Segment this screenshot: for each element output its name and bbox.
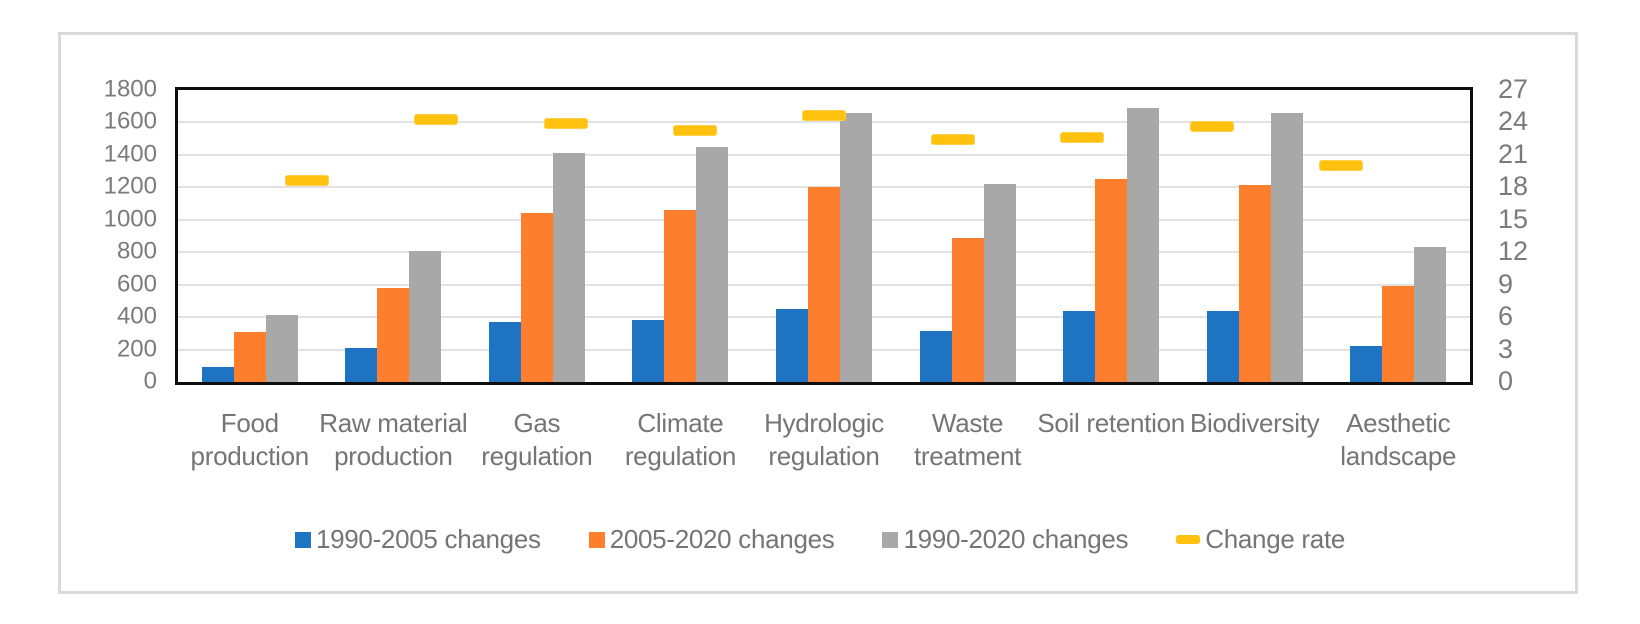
y-axis-right-tick-label: 6 bbox=[1498, 301, 1514, 332]
bar-2005-2020-changes bbox=[664, 210, 697, 382]
category-label: Aesthetic landscape bbox=[1340, 408, 1457, 471]
category-label: Climate regulation bbox=[624, 408, 737, 471]
category-label: Gas regulation bbox=[481, 408, 593, 471]
bar-1990-2005-changes bbox=[201, 366, 234, 382]
legend-swatch-icon bbox=[882, 531, 899, 548]
legend-item: 1990-2005 changes bbox=[294, 524, 541, 555]
bar-1990-2020-changes bbox=[1127, 107, 1160, 382]
y-axis-right-tick-label: 18 bbox=[1498, 171, 1529, 202]
y-axis-left-tick-label: 1200 bbox=[103, 172, 157, 200]
y-axis-left-tick-label: 1600 bbox=[103, 107, 157, 135]
y-axis-left-tick-label: 800 bbox=[116, 237, 157, 265]
y-axis-left-tick-label: 1800 bbox=[103, 75, 157, 103]
legend-dash-icon bbox=[1176, 535, 1201, 544]
bar-2005-2020-changes bbox=[520, 213, 553, 382]
y-axis-right-tick-label: 3 bbox=[1498, 333, 1514, 364]
bar-2005-2020-changes bbox=[1382, 285, 1415, 382]
legend-label: 2005-2020 changes bbox=[609, 524, 835, 554]
bar-2005-2020-changes bbox=[377, 287, 410, 382]
legend-label: 1990-2020 changes bbox=[903, 524, 1129, 554]
y-axis-right-tick-label: 12 bbox=[1498, 236, 1529, 267]
change-rate-dash-marker bbox=[802, 110, 846, 122]
category-label: Hydrologic regulation bbox=[764, 408, 884, 471]
bar-1990-2020-changes bbox=[983, 184, 1016, 382]
category-label: Waste treatment bbox=[913, 408, 1022, 471]
category-label: Soil retention bbox=[1037, 408, 1185, 438]
bar-2005-2020-changes bbox=[808, 187, 840, 382]
legend-swatch-icon bbox=[588, 531, 605, 548]
bar-1990-2020-changes bbox=[265, 314, 298, 382]
plot-area bbox=[175, 87, 1473, 385]
bar-1990-2020-changes bbox=[1270, 112, 1303, 382]
bar-2005-2020-changes bbox=[1095, 179, 1128, 382]
y-axis-right-tick-label: 9 bbox=[1498, 268, 1514, 299]
category-label: Raw material production bbox=[319, 408, 468, 471]
legend-item: Change rate bbox=[1176, 524, 1345, 555]
y-axis-left-tick-label: 200 bbox=[116, 335, 157, 363]
legend-item: 2005-2020 changes bbox=[588, 524, 835, 555]
change-rate-dash-marker bbox=[414, 113, 459, 125]
category-label: Food production bbox=[190, 408, 310, 471]
bar-1990-2020-changes bbox=[1414, 247, 1447, 382]
y-axis-right-tick-label: 24 bbox=[1498, 106, 1529, 137]
bar-1990-2005-changes bbox=[632, 319, 665, 382]
bar-2005-2020-changes bbox=[951, 237, 984, 382]
category-label: Biodiversity bbox=[1189, 408, 1320, 438]
bar-1990-2005-changes bbox=[1350, 345, 1383, 382]
legend-item: 1990-2020 changes bbox=[882, 524, 1129, 555]
y-axis-right-tick-label: 27 bbox=[1498, 73, 1529, 104]
bar-1990-2005-changes bbox=[345, 347, 378, 382]
legend-label: Change rate bbox=[1205, 524, 1346, 554]
bar-2005-2020-changes bbox=[1238, 184, 1271, 382]
gridline bbox=[178, 121, 1470, 124]
gridline bbox=[178, 153, 1470, 156]
bar-1990-2005-changes bbox=[488, 322, 521, 382]
legend: 1990-2005 changes 2005-2020 changes 1990-2… bbox=[0, 524, 1640, 555]
change-rate-dash-marker bbox=[285, 175, 330, 187]
bar-1990-2005-changes bbox=[1063, 310, 1096, 382]
change-rate-dash-marker bbox=[672, 124, 717, 136]
legend-swatch-icon bbox=[294, 531, 311, 548]
y-axis-left-tick-label: 0 bbox=[143, 367, 157, 395]
y-axis-left-tick-label: 600 bbox=[116, 270, 157, 298]
bar-1990-2020-changes bbox=[696, 146, 729, 382]
legend-label: 1990-2005 changes bbox=[315, 524, 541, 554]
change-rate-dash-marker bbox=[543, 118, 588, 130]
change-rate-dash-marker bbox=[931, 134, 976, 146]
change-rate-dash-marker bbox=[1318, 160, 1363, 172]
y-axis-right-tick-label: 21 bbox=[1498, 138, 1529, 169]
bar-1990-2005-changes bbox=[919, 330, 952, 382]
y-axis-right-tick-label: 0 bbox=[1498, 365, 1514, 396]
bar-1990-2020-changes bbox=[552, 152, 585, 382]
y-axis-left-tick-label: 1400 bbox=[103, 140, 157, 168]
bar-1990-2005-changes bbox=[1206, 311, 1239, 382]
y-axis-right-tick-label: 15 bbox=[1498, 203, 1529, 234]
bar-1990-2005-changes bbox=[776, 309, 808, 382]
y-axis-left-tick-label: 400 bbox=[116, 302, 157, 330]
y-axis-left-tick-label: 1000 bbox=[103, 205, 157, 233]
change-rate-dash-marker bbox=[1189, 121, 1234, 133]
bar-1990-2020-changes bbox=[409, 250, 442, 382]
bar-2005-2020-changes bbox=[233, 331, 266, 382]
bar-1990-2020-changes bbox=[840, 112, 872, 382]
change-rate-dash-marker bbox=[1060, 132, 1105, 144]
